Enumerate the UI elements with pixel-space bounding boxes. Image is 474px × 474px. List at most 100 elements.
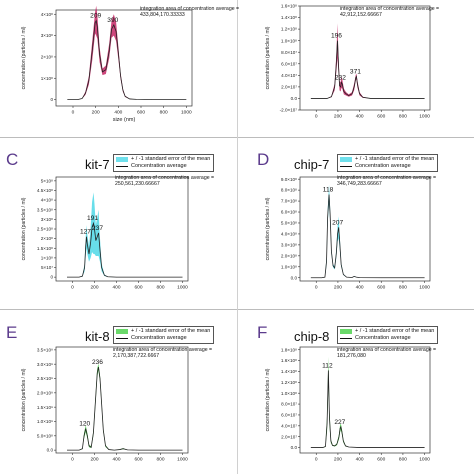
y-tick-label: 6.0×10⁷ bbox=[281, 413, 297, 418]
x-tick-label: 1000 bbox=[177, 457, 188, 463]
x-tick-label: 600 bbox=[377, 114, 385, 120]
panel-title: kit-7 bbox=[85, 157, 110, 172]
y-tick-label: 2.0×10⁸ bbox=[281, 253, 297, 258]
x-tick-label: 0 bbox=[71, 457, 74, 463]
y-tick-label: 0 bbox=[50, 275, 53, 280]
legend-label: Concentration average bbox=[131, 335, 187, 341]
y-tick-label: 1.8×10⁸ bbox=[281, 347, 297, 352]
integration-label: integration area of concentration averag… bbox=[340, 6, 440, 12]
x-tick-label: 800 bbox=[156, 457, 164, 463]
integration-value: 250,561,230.66667 bbox=[115, 181, 160, 188]
y-tick-label: 1.5×10⁸ bbox=[37, 246, 53, 251]
y-tick-label: 1.0×10⁸ bbox=[281, 38, 297, 43]
x-tick-label: 1000 bbox=[419, 457, 430, 463]
y-tick-label: 0 bbox=[50, 97, 53, 102]
peak-label: 390 bbox=[107, 17, 118, 24]
x-tick-label: 800 bbox=[399, 457, 407, 463]
integration-text: integration area of concentration averag… bbox=[115, 175, 214, 187]
y-tick-label: 3.5×10⁸ bbox=[37, 207, 53, 212]
x-tick-label: 0 bbox=[315, 457, 318, 463]
chart-svg: -2.0×10⁷ 0.0 2.0×10⁷ 4.0×10⁷ 6.0×10⁷ 8.0×10⁷ 1… bbox=[265, 4, 431, 120]
legend-label: + / -1 standard error of the mean bbox=[355, 328, 435, 334]
legend-swatch bbox=[340, 157, 352, 162]
y-tick-label: 5.0×10⁸ bbox=[37, 433, 53, 438]
y-tick-label: 4.0×10⁷ bbox=[281, 423, 297, 428]
x-tick-label: 400 bbox=[112, 285, 120, 291]
panel-c: 0 5×10⁷ 1×10⁸ 1.5×10⁸ 2×10⁸ 2.5×10⁸ 3×10⁸ 3.5×1… bbox=[0, 137, 237, 309]
x-tick-label: 200 bbox=[90, 457, 98, 463]
x-tick-label: 0 bbox=[72, 110, 75, 116]
x-tick-label: 200 bbox=[334, 114, 342, 120]
y-tick-label: 5×10⁷ bbox=[41, 265, 53, 270]
legend-item-line: Concentration average bbox=[340, 335, 434, 342]
mean-line bbox=[67, 19, 187, 100]
legend-item-band: + / -1 standard error of the mean bbox=[340, 156, 434, 163]
legend-label: + / -1 standard error of the mean bbox=[131, 156, 211, 162]
y-tick-label: 1.0×10⁸ bbox=[281, 264, 297, 269]
y-tick-label: 8.0×10⁷ bbox=[281, 50, 297, 55]
chart-svg: 0.0 1.0×10⁸ 2.0×10⁸ 3.0×10⁸ 4.0×10⁸ 5.0×10⁸ 6.… bbox=[265, 176, 431, 291]
x-tick-label: 1000 bbox=[419, 114, 430, 120]
y-axis-title: concentration (particles / ml) bbox=[265, 197, 271, 260]
legend-item-line: Concentration average bbox=[116, 335, 210, 342]
integration-text: integration area of concentration averag… bbox=[140, 6, 239, 18]
x-tick-label: 1000 bbox=[419, 285, 430, 291]
y-tick-label: 1.2×10⁸ bbox=[281, 380, 297, 385]
integration-text: integration area of concentration averag… bbox=[113, 347, 212, 359]
panel-letter: D bbox=[257, 150, 270, 169]
legend: + / -1 standard error of the mean Concen… bbox=[337, 154, 439, 172]
y-tick-label: 2.0×10⁹ bbox=[37, 390, 53, 395]
plot-frame bbox=[299, 176, 431, 282]
legend-item-line: Concentration average bbox=[116, 163, 210, 170]
y-tick-label: 1.5×10⁹ bbox=[37, 405, 53, 410]
legend-label: + / -1 standard error of the mean bbox=[131, 328, 211, 334]
y-tick-label: 1.6×10⁸ bbox=[281, 4, 297, 9]
integration-label: integration area of concentration averag… bbox=[337, 347, 437, 353]
x-tick-label: 600 bbox=[134, 285, 142, 291]
x-tick-label: 800 bbox=[399, 114, 407, 120]
x-tick-label: 200 bbox=[334, 285, 342, 291]
legend-line-icon bbox=[340, 166, 352, 167]
x-tick-label: 600 bbox=[137, 110, 145, 116]
y-tick-label: 1.2×10⁸ bbox=[281, 27, 297, 32]
x-tick-label: 800 bbox=[160, 110, 168, 116]
y-tick-label: 3×10⁸ bbox=[41, 217, 53, 222]
x-tick-label: 200 bbox=[92, 110, 100, 116]
y-tick-label: 2.0×10⁷ bbox=[281, 84, 297, 89]
legend-item-band: + / -1 standard error of the mean bbox=[340, 328, 434, 335]
legend: + / -1 standard error of the mean Concen… bbox=[113, 154, 215, 172]
mean-line bbox=[67, 366, 183, 451]
x-tick-label: 400 bbox=[114, 110, 122, 116]
legend: + / -1 standard error of the mean Concen… bbox=[113, 326, 215, 344]
y-tick-label: 4.0×10⁷ bbox=[281, 73, 297, 78]
legend-line-icon bbox=[116, 338, 128, 339]
peak-label: 127 bbox=[80, 229, 91, 236]
legend-swatch bbox=[116, 329, 128, 334]
x-tick-label: 0 bbox=[315, 114, 318, 120]
y-tick-label: 1.6×10⁸ bbox=[281, 358, 297, 363]
peak-label: 112 bbox=[322, 362, 333, 369]
integration-value: 181,276,080 bbox=[337, 353, 366, 360]
y-tick-label: 7.0×10⁸ bbox=[281, 199, 297, 204]
y-tick-label: 9.0×10⁸ bbox=[281, 177, 297, 182]
y-tick-label: 3×10⁸ bbox=[41, 33, 53, 38]
legend-label: + / -1 standard error of the mean bbox=[355, 156, 435, 162]
y-tick-label: 2.5×10⁸ bbox=[37, 227, 53, 232]
integration-label: integration area of concentration averag… bbox=[113, 347, 213, 353]
x-tick-label: 400 bbox=[112, 457, 120, 463]
y-tick-label: 1×10⁸ bbox=[41, 255, 53, 260]
panel-title: kit-8 bbox=[85, 329, 110, 344]
column-divider bbox=[237, 0, 238, 474]
x-tick-label: 200 bbox=[90, 285, 98, 291]
panel-letter: F bbox=[257, 323, 268, 342]
y-tick-label: 0.0 bbox=[291, 445, 298, 450]
panel-letter: E bbox=[6, 323, 18, 342]
y-tick-label: 4.0×10⁸ bbox=[281, 232, 297, 237]
y-tick-label: 6.0×10⁸ bbox=[281, 210, 297, 215]
y-tick-label: 4×10⁸ bbox=[41, 198, 53, 203]
peak-label: 227 bbox=[334, 419, 345, 426]
mean-line bbox=[310, 194, 425, 279]
peak-label: 196 bbox=[331, 33, 342, 40]
y-tick-label: 1.0×10⁸ bbox=[281, 391, 297, 396]
